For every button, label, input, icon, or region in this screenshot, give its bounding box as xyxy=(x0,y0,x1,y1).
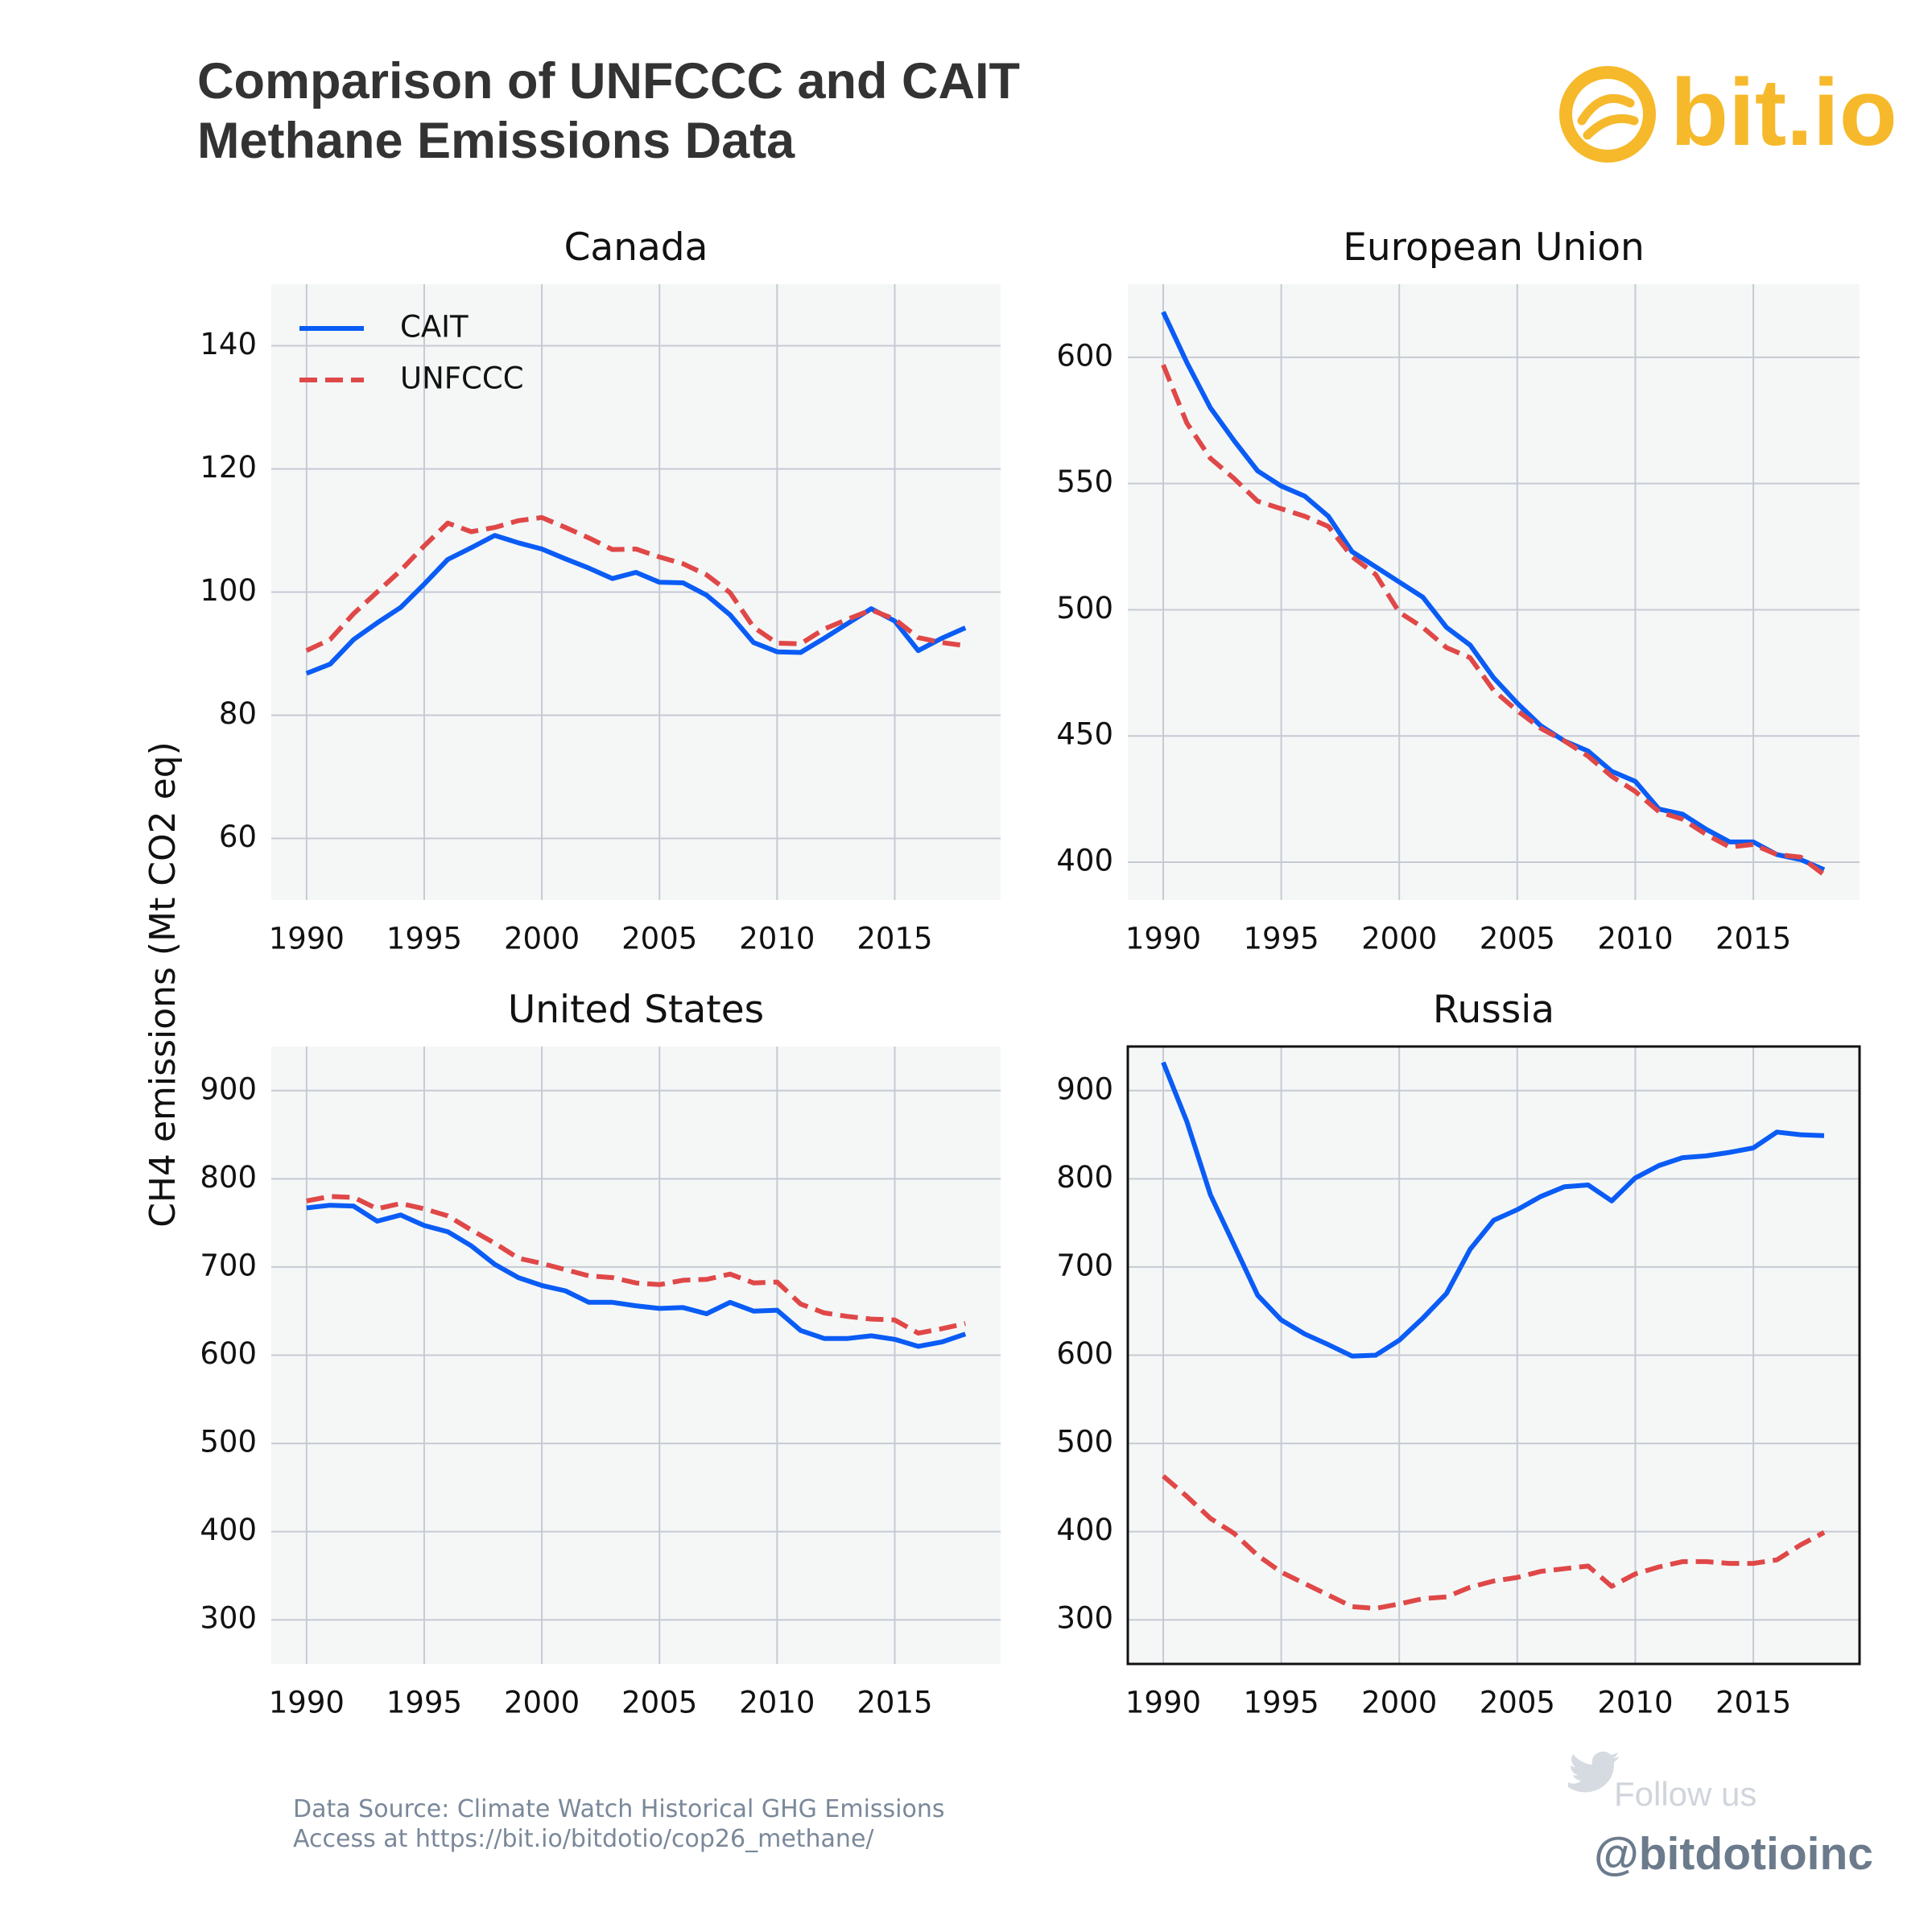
series-line xyxy=(1161,364,1826,877)
y-tick-label: 800 xyxy=(200,1160,257,1195)
y-axis-label: CH4 emissions (Mt CO2 eq) xyxy=(142,741,184,1228)
subplot-title: Canada xyxy=(564,225,708,270)
y-tick-label: 550 xyxy=(1056,464,1113,499)
x-tick-label: 2010 xyxy=(739,1686,815,1720)
x-tick-label: 1995 xyxy=(386,1686,462,1720)
y-tick-label: 700 xyxy=(1056,1248,1113,1282)
bird-icon xyxy=(1568,1751,1620,1793)
plot-area xyxy=(1128,284,1860,900)
y-tick-label: 600 xyxy=(1056,1336,1113,1371)
logo-swirl xyxy=(1577,93,1639,140)
x-tick-label: 2000 xyxy=(504,1686,580,1720)
y-tick-label: 500 xyxy=(1056,591,1113,625)
x-tick-label: 2005 xyxy=(621,1686,697,1720)
x-tick-label: 2010 xyxy=(1597,922,1673,956)
series-line xyxy=(306,1194,966,1336)
plot-frame xyxy=(1126,1045,1861,1666)
follow-text: Follow us xyxy=(1614,1775,1757,1813)
y-tick-label: 700 xyxy=(200,1248,257,1282)
y-tick-label: 900 xyxy=(200,1071,257,1106)
x-tick-label: 2005 xyxy=(1480,922,1555,956)
x-tick-label: 1995 xyxy=(386,922,462,956)
x-tick-label: 1995 xyxy=(1244,1686,1319,1720)
y-tick-label: 800 xyxy=(1056,1160,1113,1195)
x-tick-label: 2010 xyxy=(739,922,815,956)
y-tick-label: 500 xyxy=(200,1425,257,1459)
series-line xyxy=(1161,311,1826,873)
y-tick-label: 80 xyxy=(219,696,257,731)
x-tick-label: 1990 xyxy=(1125,922,1201,956)
y-tick-label: 400 xyxy=(1056,843,1113,877)
logo-text: bit.io xyxy=(1670,60,1897,166)
title-line: Methane Emissions Data xyxy=(197,113,795,169)
x-tick-label: 1990 xyxy=(269,922,345,956)
y-tick-label: 140 xyxy=(200,327,257,361)
series-line xyxy=(1161,1061,1825,1359)
y-tick-label: 600 xyxy=(200,1336,257,1371)
y-tick-label: 900 xyxy=(1056,1071,1113,1106)
y-tick-label: 100 xyxy=(200,573,257,608)
legend-label: CAIT xyxy=(400,310,469,345)
subplot-title: United States xyxy=(508,988,764,1032)
x-tick-label: 1995 xyxy=(1244,922,1319,956)
source-note: Access at https://bit.io/bitdotio/cop26_… xyxy=(293,1825,874,1853)
source-note: Data Source: Climate Watch Historical GH… xyxy=(293,1795,945,1823)
x-tick-label: 2015 xyxy=(857,1686,932,1720)
series-line xyxy=(305,514,966,653)
x-tick-label: 2005 xyxy=(1480,1686,1555,1720)
handle: @bitdotioinc xyxy=(1594,1828,1873,1880)
title-line: Comparison of UNFCCC and CAIT xyxy=(197,53,1020,109)
logo: bit.io xyxy=(1559,60,1897,166)
y-tick-label: 450 xyxy=(1056,717,1113,752)
x-tick-label: 2000 xyxy=(1361,1686,1437,1720)
logo-ring xyxy=(1559,66,1656,163)
series-line xyxy=(1162,1474,1826,1611)
x-tick-label: 2005 xyxy=(621,922,697,956)
x-tick-label: 2000 xyxy=(1361,922,1437,956)
legend-label: UNFCCC xyxy=(400,361,524,396)
x-tick-label: 1990 xyxy=(1125,1686,1201,1720)
y-tick-label: 400 xyxy=(200,1513,257,1547)
y-tick-label: 60 xyxy=(219,819,257,854)
y-tick-label: 300 xyxy=(200,1601,257,1636)
x-tick-label: 2010 xyxy=(1597,1686,1673,1720)
x-tick-label: 2000 xyxy=(504,922,580,956)
x-tick-label: 2015 xyxy=(1715,922,1791,956)
y-tick-label: 400 xyxy=(1056,1513,1113,1547)
series-line xyxy=(306,1203,967,1349)
subplot-title: Russia xyxy=(1433,988,1554,1032)
y-tick-label: 300 xyxy=(1056,1601,1113,1636)
y-tick-label: 500 xyxy=(1056,1425,1113,1459)
y-tick-label: 120 xyxy=(200,450,257,485)
y-tick-label: 600 xyxy=(1056,338,1113,373)
x-tick-label: 1990 xyxy=(269,1686,345,1720)
x-tick-label: 2015 xyxy=(1715,1686,1791,1720)
subplot-title: European Union xyxy=(1343,225,1645,270)
x-tick-label: 2015 xyxy=(857,922,932,956)
